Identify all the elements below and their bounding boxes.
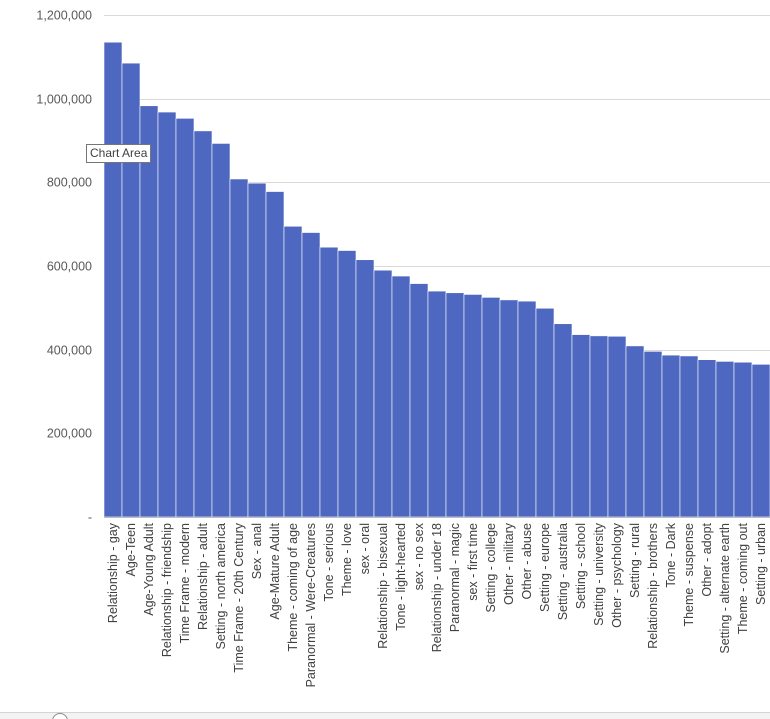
bar[interactable] <box>175 118 195 518</box>
bar[interactable] <box>301 232 321 518</box>
x-tick-label: Relationship - friendship <box>160 523 174 657</box>
bar[interactable] <box>625 345 645 518</box>
bar[interactable] <box>337 250 357 518</box>
bar[interactable] <box>517 300 537 518</box>
x-tick-label: Theme - suspense <box>682 523 696 627</box>
y-axis-ticks: - 200,000 400,000 600,000 800,000 1,000,000 1,… <box>36 9 92 525</box>
x-tick-label: Setting - college <box>484 523 498 613</box>
x-tick-label: Tone - light-hearted <box>394 523 408 631</box>
bar[interactable] <box>589 335 609 518</box>
bar[interactable] <box>247 182 267 518</box>
bar[interactable] <box>607 335 627 518</box>
bars[interactable] <box>103 41 770 518</box>
x-tick-label: Time Frame - 20th Century <box>232 522 246 672</box>
x-tick-label: Relationship - under 18 <box>430 523 444 652</box>
y-tick-label: 200,000 <box>47 427 92 441</box>
x-tick-label: Tone - Dark <box>664 522 678 587</box>
x-tick-label: Time Frame - modern <box>178 523 192 643</box>
x-tick-label: Sex - anal <box>250 523 264 579</box>
bar[interactable] <box>643 351 663 518</box>
bar[interactable] <box>121 62 141 518</box>
x-tick-label: Setting - alternate earth <box>718 523 732 654</box>
bar[interactable] <box>715 361 735 518</box>
x-tick-label: Other - abuse <box>520 523 534 599</box>
bar[interactable] <box>139 105 159 518</box>
x-tick-label: Setting - north america <box>214 523 228 649</box>
y-tick-label: 400,000 <box>47 344 92 358</box>
x-tick-label: Theme - coming of age <box>286 523 300 652</box>
x-tick-label: Theme - coming out <box>736 522 750 634</box>
bar[interactable] <box>679 355 699 518</box>
x-tick-label: Other - military <box>502 522 516 605</box>
bar[interactable] <box>103 41 123 518</box>
bar[interactable] <box>571 334 591 518</box>
x-tick-label: Relationship - adult <box>196 522 210 630</box>
bar[interactable] <box>283 225 303 518</box>
bar[interactable] <box>265 191 285 518</box>
x-tick-label: Relationship - bisexual <box>376 523 390 649</box>
x-tick-label: sex - first time <box>466 523 480 601</box>
sheet-bottom-bar <box>0 712 770 719</box>
bar[interactable] <box>499 299 519 518</box>
x-tick-label: Setting - australia <box>556 523 570 620</box>
bar[interactable] <box>391 275 411 518</box>
x-tick-label: Other - psychology <box>610 522 624 628</box>
bar[interactable] <box>661 354 681 518</box>
x-tick-label: sex - oral <box>358 523 372 574</box>
bar[interactable] <box>211 143 231 518</box>
bar[interactable] <box>481 297 501 518</box>
bar[interactable] <box>697 359 717 518</box>
bar[interactable] <box>409 283 429 518</box>
bar[interactable] <box>319 246 339 518</box>
x-tick-label: sex - no sex <box>412 522 426 590</box>
bar[interactable] <box>751 364 770 518</box>
chart-area-tooltip: Chart Area <box>86 144 152 163</box>
x-tick-label: Age-Mature Adult <box>268 522 282 619</box>
y-tick-label: 1,000,000 <box>36 93 92 107</box>
y-tick-label: 800,000 <box>47 176 92 190</box>
y-tick-label: 600,000 <box>47 260 92 274</box>
x-tick-label: Theme - love <box>340 523 354 596</box>
bar[interactable] <box>535 307 555 518</box>
x-tick-label: Setting - rural <box>628 523 642 598</box>
bar[interactable] <box>355 259 375 518</box>
bar[interactable] <box>193 130 213 518</box>
bar[interactable] <box>229 178 249 518</box>
x-tick-label: Setting - europe <box>538 523 552 612</box>
x-tick-label: Age-Teen <box>124 523 138 577</box>
x-tick-label: Relationship - gay <box>106 522 120 623</box>
bar[interactable] <box>157 111 177 518</box>
y-tick-label: 1,200,000 <box>36 9 92 23</box>
y-tick-label: - <box>88 511 92 525</box>
x-tick-label: Tone - serious <box>322 523 336 602</box>
bar[interactable] <box>373 269 393 518</box>
bar[interactable] <box>463 294 483 518</box>
x-tick-label: Setting - urban <box>754 523 768 605</box>
bar[interactable] <box>445 292 465 518</box>
x-tick-label: Age-Young Adult <box>142 522 156 615</box>
x-tick-label: Setting - university <box>592 522 606 626</box>
x-tick-label: Paranormal - Were-Creatures <box>304 523 318 687</box>
bar[interactable] <box>427 290 447 518</box>
x-tick-label: Relationship - brothers <box>646 523 660 649</box>
bar[interactable] <box>733 361 753 518</box>
x-tick-label: Setting - school <box>574 523 588 609</box>
bar[interactable] <box>553 323 573 518</box>
x-tick-label: Other - adopt <box>700 522 714 596</box>
x-axis-category-labels: Relationship - gay Age-Teen Age-Young Adul… <box>106 522 768 687</box>
x-tick-label: Paranormal - magic <box>448 523 462 632</box>
